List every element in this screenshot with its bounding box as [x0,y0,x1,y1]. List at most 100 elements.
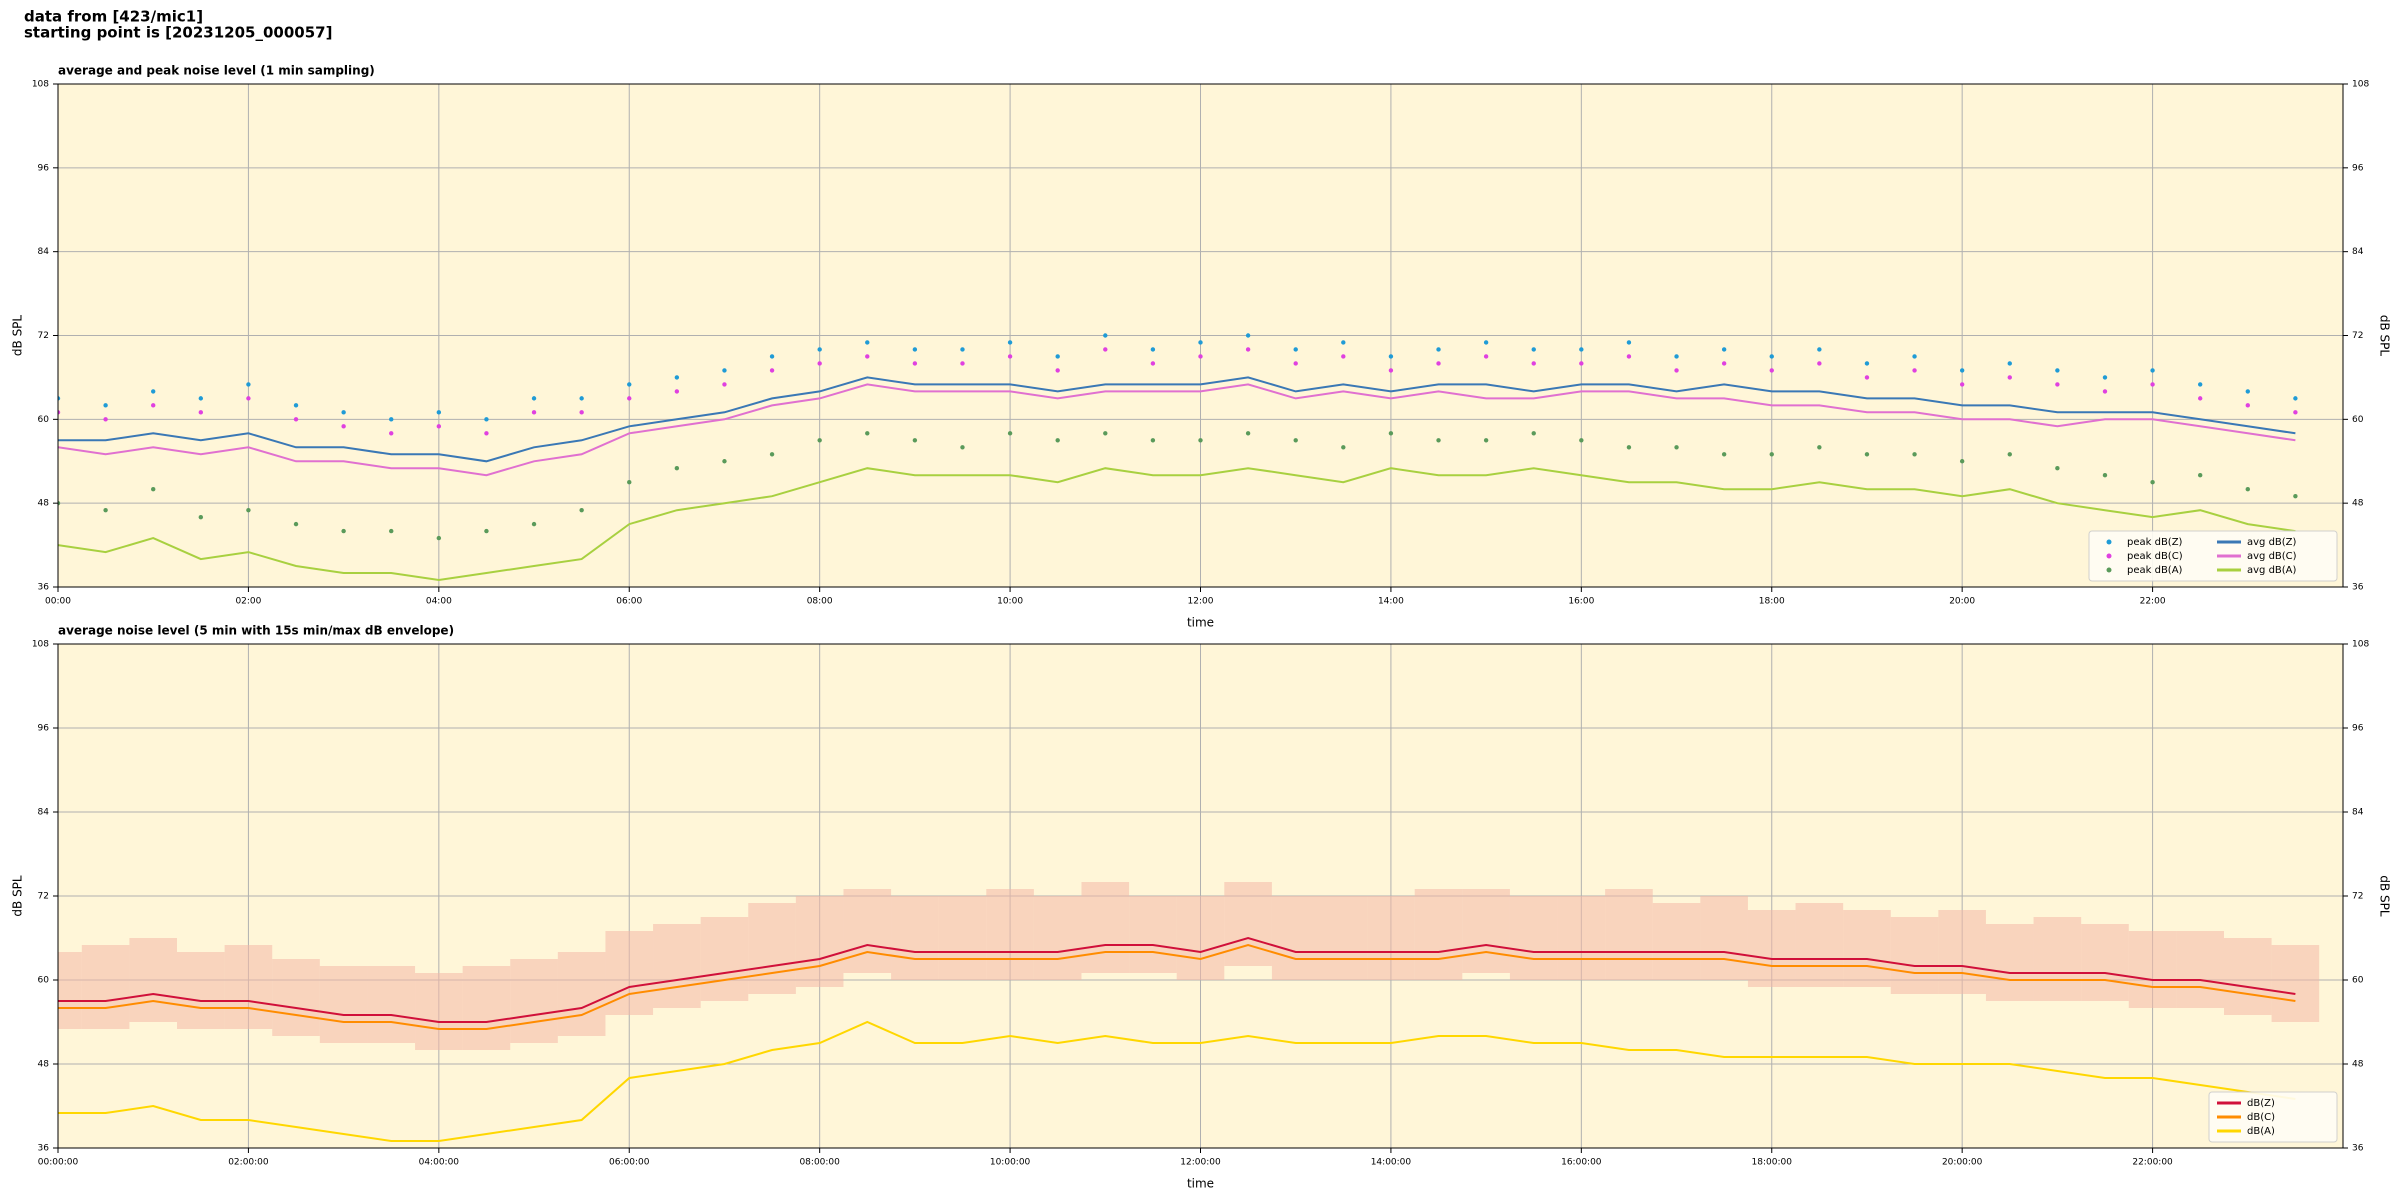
envelope-band [2128,931,2177,1008]
x-tick-label: 12:00:00 [1180,1158,1221,1168]
peak-point [865,340,870,345]
envelope-band [700,917,749,1001]
y-tick-label: 108 [32,80,49,90]
envelope-band [1557,896,1606,980]
peak-point [1245,347,1251,352]
peak-point [1198,354,1203,359]
envelope-band [748,903,796,994]
envelope-band [843,889,892,973]
x-tick-label: 00:00 [45,597,71,607]
peak-point [1912,354,1917,359]
x-tick-label: 04:00 [426,597,452,607]
envelope-band [1224,882,1272,966]
peak-point [1483,438,1489,443]
peak-point [769,354,775,359]
series-line [58,1020,2296,1142]
x-axis-label: time [1187,1177,1214,1191]
envelope-band [319,966,368,1043]
peak-point [484,528,489,534]
peak-point [1483,340,1489,345]
peak-point [58,500,61,506]
y-tick-label: 36 [38,583,50,593]
peak-point [865,431,870,436]
legend-label: dB(Z) [2247,1098,2275,1109]
peak-point [531,396,537,401]
x-tick-label: 14:00 [1378,597,1404,607]
y-axis-label: dB SPL [2378,315,2392,357]
peak-point [1483,354,1489,359]
x-tick-label: 02:00 [235,597,261,607]
peak-point [1959,368,1965,373]
peak-point [1579,347,1584,352]
peak-point [1388,368,1394,373]
peak-point [341,528,346,534]
x-tick-label: 22:00:00 [2132,1158,2173,1168]
peak-point [1769,354,1774,359]
y-tick-label: 84 [38,808,50,818]
legend-box [2088,530,2338,582]
x-tick-label: 02:00:00 [228,1158,269,1168]
peak-point [2245,486,2250,492]
peak-point [817,361,822,366]
peak-point [1912,368,1917,373]
peak-point [103,507,108,513]
y-tick-label: 48 [2352,1060,2364,1070]
peak-point [2245,389,2250,394]
x-tick-label: 18:00 [1759,597,1785,607]
peak-point [2150,368,2155,373]
peak-point [1959,382,1965,387]
envelope-band [557,952,606,1036]
peak-point [1007,431,1013,436]
peak-point [2245,403,2250,408]
legend-label: avg dB(A) [2247,565,2297,576]
peak-point [1341,340,1346,345]
peak-point [1198,340,1203,345]
envelope-band [129,938,178,1022]
peak-point [1436,438,1441,443]
peak-point [912,438,918,443]
envelope-band [1033,896,1082,980]
peak-point [1388,354,1394,359]
envelope-band [653,924,701,1008]
legend-label: peak dB(Z) [2127,537,2183,548]
envelope-band [1081,882,1130,973]
peak-point [1721,452,1727,457]
peak-point [246,382,251,387]
peak-point [1674,354,1679,359]
y-tick-label: 36 [2352,583,2364,593]
peak-point [1626,340,1632,345]
peak-point [436,424,442,429]
peak-point [293,521,299,527]
envelope-band [224,945,273,1029]
peak-point [1864,375,1870,380]
envelope-band [81,945,130,1029]
y-tick-label: 60 [2352,976,2364,986]
x-tick-label: 16:00:00 [1561,1158,1602,1168]
x-tick-label: 20:00 [1949,597,1975,607]
x-tick-label: 16:00 [1568,597,1594,607]
envelope-band [510,959,558,1043]
peak-point [865,354,870,359]
peak-point [1007,340,1013,345]
peak-point [2102,375,2108,380]
legend-label: dB(A) [2247,1126,2275,1137]
peak-point [1721,347,1727,352]
y-tick-label: 84 [38,247,50,257]
peak-point [674,466,680,471]
envelope-band [986,889,1034,980]
peak-point [1769,452,1774,457]
peak-point [1531,361,1536,366]
x-tick-label: 00:00:00 [38,1158,79,1168]
peak-point [1769,368,1774,373]
x-tick-label: 08:00:00 [799,1158,840,1168]
peak-point [1721,361,1727,366]
peak-point [2007,375,2012,380]
y-axis-label: dB SPL [2378,875,2392,917]
envelope-band [1605,889,1653,980]
legend-marker [2106,567,2112,573]
y-axis-label: dB SPL [11,875,25,917]
peak-point [1293,361,1298,366]
x-tick-label: 06:00 [616,597,642,607]
peak-point [722,368,727,373]
peak-point [817,347,822,352]
